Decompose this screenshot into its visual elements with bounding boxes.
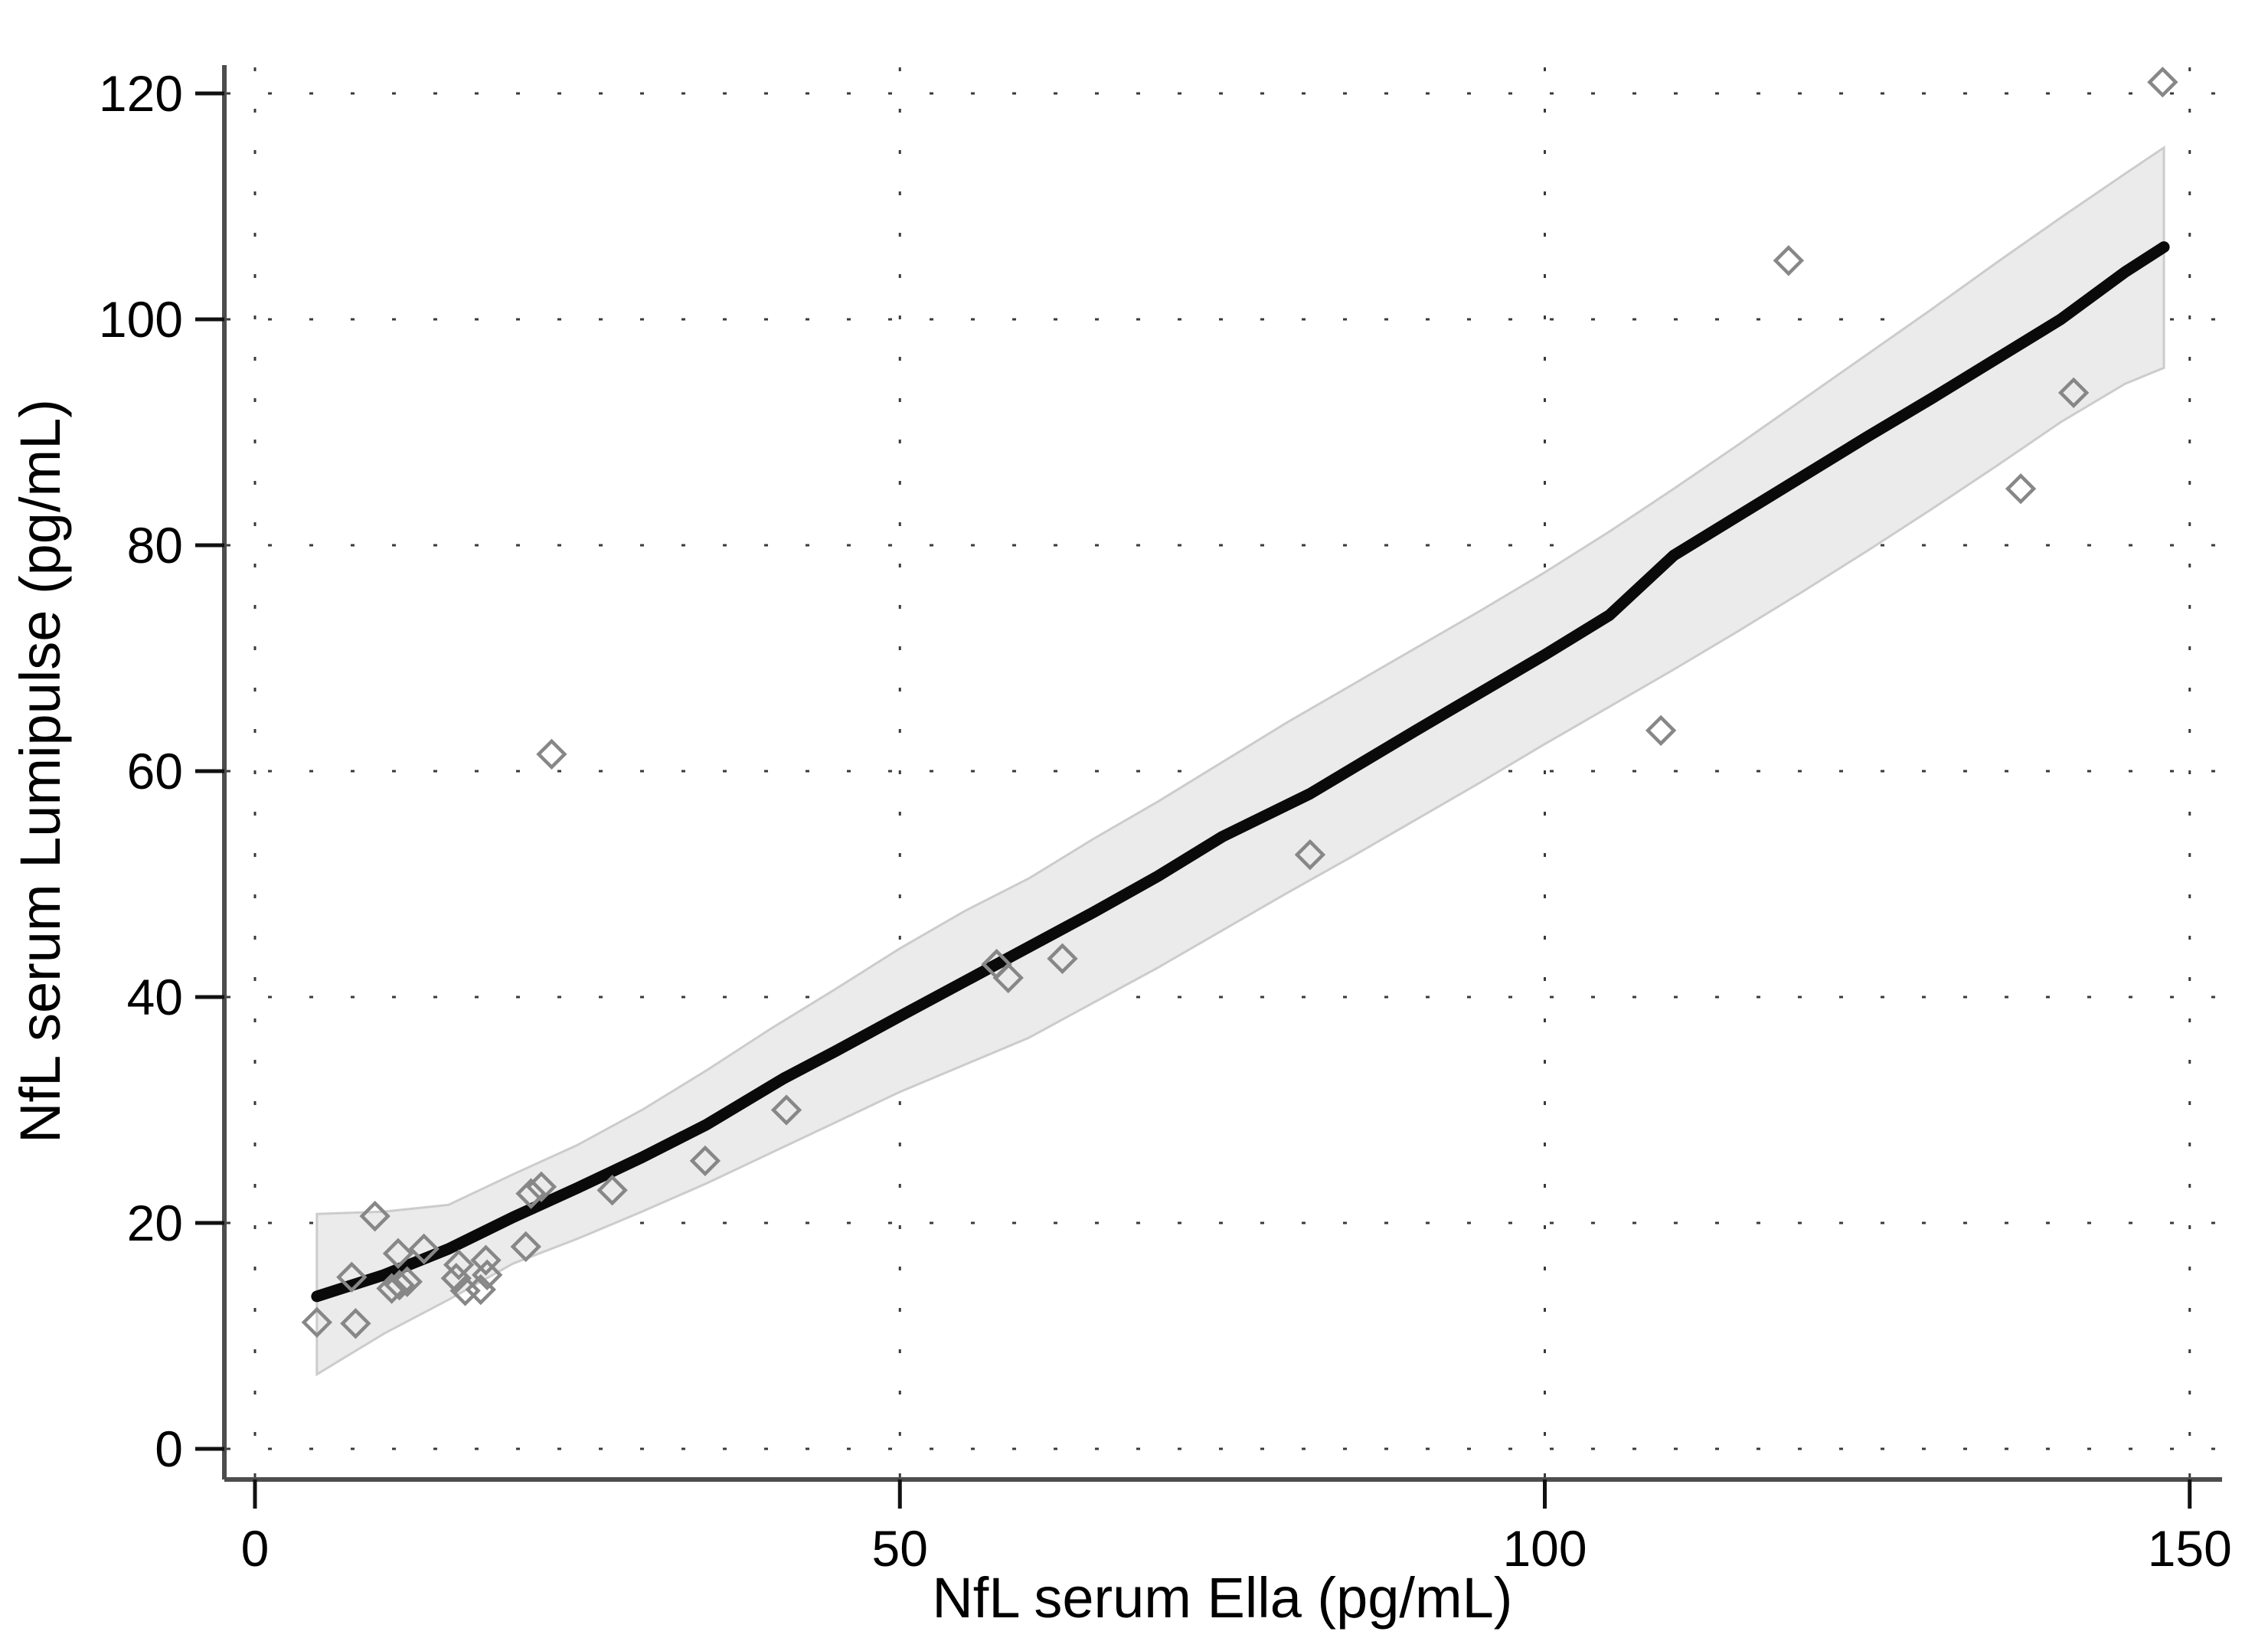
data-points — [301, 67, 2178, 1339]
y-tick-label: 40 — [127, 969, 183, 1025]
y-tick-label: 80 — [127, 517, 183, 574]
data-point-marker — [2005, 473, 2037, 505]
x-tick-label: 100 — [1502, 1520, 1587, 1577]
data-point-marker — [2147, 67, 2178, 98]
y-axis-title: NfL serum Lumipulse (pg/mL) — [8, 399, 72, 1143]
gridlines — [227, 67, 2250, 1478]
data-point-marker — [359, 1200, 391, 1232]
x-tick-label: 0 — [241, 1520, 270, 1577]
data-point-marker — [1773, 245, 1805, 276]
data-point-marker — [382, 1237, 414, 1270]
trend-line — [311, 241, 2170, 1303]
data-point-marker — [470, 1244, 502, 1276]
x-tick-label: 50 — [872, 1520, 928, 1577]
data-point-marker — [596, 1175, 628, 1206]
data-point-marker — [992, 962, 1024, 994]
data-point-marker — [770, 1094, 802, 1126]
x-tick-label: 150 — [2148, 1520, 2232, 1577]
y-tick-label: 120 — [99, 65, 183, 122]
data-point-marker — [689, 1145, 721, 1177]
data-point-marker — [408, 1233, 440, 1265]
tick-marks — [195, 91, 2192, 1509]
data-point-marker — [1047, 943, 1078, 975]
data-point-marker — [336, 1261, 368, 1293]
data-point-marker — [443, 1249, 475, 1280]
data-point-marker — [340, 1308, 371, 1339]
y-tick-label: 60 — [127, 743, 183, 799]
data-point-marker — [2057, 377, 2090, 409]
data-point-marker — [472, 1259, 503, 1291]
data-point-marker — [536, 738, 567, 770]
y-tick-label: 0 — [155, 1421, 183, 1477]
y-tick-label: 20 — [127, 1195, 183, 1251]
data-point-marker — [384, 1269, 415, 1301]
data-point-marker — [510, 1231, 541, 1263]
data-point-marker — [515, 1178, 547, 1209]
x-axis-title: NfL serum Ella (pg/mL) — [932, 1566, 1512, 1630]
y-tick-label: 100 — [99, 291, 183, 348]
data-point-marker — [449, 1275, 481, 1306]
confidence-band — [315, 145, 2165, 1377]
data-point-marker — [391, 1266, 423, 1297]
data-point-marker — [1645, 714, 1677, 747]
data-point-marker — [525, 1171, 557, 1202]
data-point-marker — [1294, 839, 1326, 871]
data-point-marker — [301, 1306, 333, 1338]
data-point-marker — [376, 1273, 407, 1304]
